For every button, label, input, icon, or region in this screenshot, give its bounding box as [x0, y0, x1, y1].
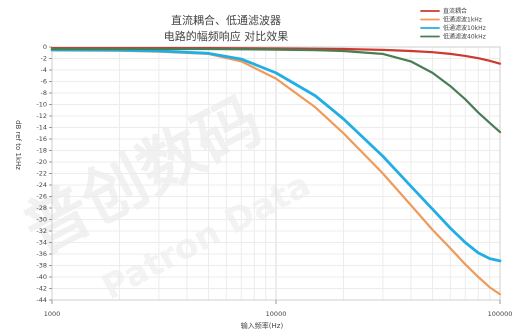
series-line-4: [50, 47, 502, 134]
y-tick-label: -42: [36, 285, 47, 293]
y-tick-label: 0: [43, 43, 47, 51]
legend-label: 直流耦合: [443, 7, 467, 15]
y-tick-label: -2: [41, 55, 47, 63]
legend-label: 低通滤波10kHz: [443, 24, 486, 32]
axes: 1000 10000 100000 0 -2 -4 -6 -8 -10 -12 -14 -16 -18 -…: [36, 43, 512, 318]
y-tick-label: -6: [41, 78, 47, 86]
y-tick-label: -16: [36, 135, 47, 143]
chart-title-line-1: 直流耦合、低通滤波器: [171, 13, 281, 27]
y-tick-label: -4: [41, 66, 47, 74]
watermark: 普创数码 Patron Data: [13, 84, 317, 308]
series-layer: [50, 47, 502, 296]
y-axis-title: dB ref to 1kHz: [14, 120, 22, 170]
y-tick-label: -40: [36, 273, 47, 281]
y-tick-label: -8: [41, 89, 47, 97]
x-tick-label: 100000: [488, 310, 513, 318]
y-tick-label: -24: [36, 181, 47, 189]
x-tick-label: 10000: [266, 310, 287, 318]
series-line-1: [50, 47, 502, 65]
x-axis-title: 输入频率(Hz): [241, 321, 284, 330]
y-tick-label: -36: [36, 250, 47, 258]
y-tick-label: -26: [36, 193, 47, 201]
y-tick-label: -44: [36, 296, 47, 304]
y-tick-label: -12: [36, 112, 47, 120]
y-tick-label: -14: [36, 124, 47, 132]
y-tick-label: -10: [36, 101, 47, 109]
y-tick-label: -18: [36, 147, 47, 155]
y-tick-label: -34: [36, 239, 47, 247]
x-tick-label: 1000: [44, 310, 61, 318]
y-tick-label: -22: [36, 170, 47, 178]
chart-title: 直流耦合、低通滤波器 电路的幅频响应 对比效果: [164, 13, 289, 43]
y-tick-label: -32: [36, 227, 47, 235]
chart-title-line-2: 电路的幅频响应 对比效果: [164, 29, 289, 43]
grid: [51, 46, 500, 301]
series-line-3: [50, 48, 502, 263]
legend-label: 低通滤波40kHz: [443, 33, 486, 41]
y-tick-label: -20: [36, 158, 47, 166]
y-tick-label: -28: [36, 204, 47, 212]
y-tick-label: -38: [36, 262, 47, 270]
y-tick-label: -30: [36, 216, 47, 224]
legend-label: 低通滤波1kHz: [443, 16, 482, 24]
